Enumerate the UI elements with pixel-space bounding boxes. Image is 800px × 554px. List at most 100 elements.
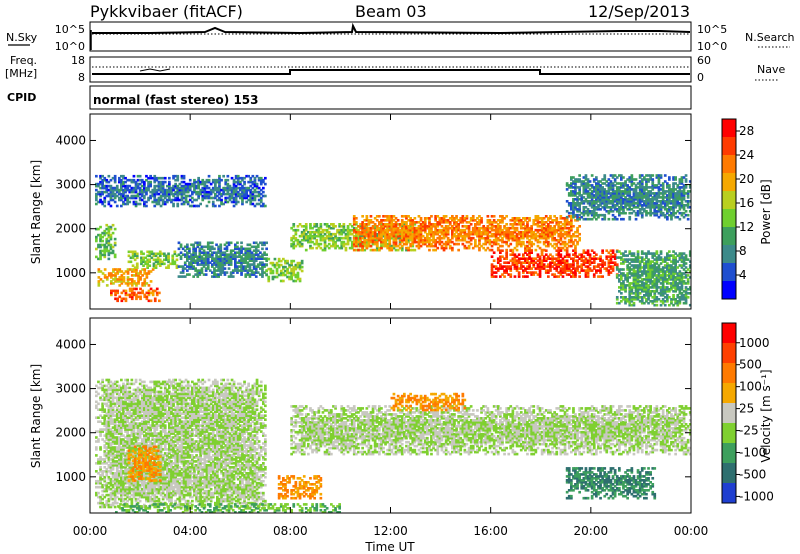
power-cell: [182, 202, 186, 206]
power-cell: [247, 174, 250, 178]
power-cell: [615, 194, 619, 197]
freq-panel: Freq. [MHz] 18 8 60 0 Nave: [5, 54, 785, 84]
power-cell: [444, 225, 448, 228]
power-cell: [488, 219, 492, 222]
power-cell: [634, 274, 638, 277]
power-cell: [586, 275, 590, 278]
power-cell: [609, 192, 613, 195]
power-cell: [122, 182, 125, 186]
power-cell: [203, 180, 207, 184]
power-cell: [168, 188, 171, 192]
power-cell: [348, 228, 352, 232]
power-cell: [511, 230, 515, 234]
power-cell: [532, 259, 536, 262]
power-cell: [186, 188, 190, 192]
power-cell: [363, 223, 367, 226]
power-cell: [151, 293, 155, 297]
power-cell: [595, 217, 598, 221]
power-cell: [244, 275, 248, 278]
power-cell: [434, 244, 437, 248]
power-cell: [214, 182, 217, 186]
power-cell: [536, 217, 540, 220]
power-cell: [499, 234, 502, 238]
power-cell: [645, 252, 648, 255]
power-cell: [396, 226, 400, 230]
power-cell: [254, 267, 258, 270]
power-cell: [208, 247, 212, 251]
power-cell: [241, 186, 244, 190]
power-cell: [572, 253, 575, 256]
power-cell: [590, 210, 594, 213]
power-cell: [570, 176, 573, 179]
power-cell: [444, 232, 448, 236]
power-cell: [492, 242, 496, 246]
power-cell: [201, 196, 205, 200]
power-cell: [570, 184, 573, 187]
power-cell: [359, 234, 362, 238]
power-cell: [576, 208, 579, 211]
power-cell: [509, 259, 513, 262]
power-cell: [559, 267, 563, 270]
power-cell: [640, 208, 644, 211]
power-cell: [528, 253, 531, 256]
power-cell: [139, 291, 142, 295]
power-cell: [605, 190, 609, 193]
power-cell: [226, 190, 230, 194]
power-cell: [636, 196, 640, 199]
power-cell: [561, 265, 565, 268]
power-cell: [649, 194, 652, 197]
power-cell: [592, 178, 596, 181]
power-cell: [95, 194, 98, 198]
power-cell: [286, 261, 289, 265]
power-cell: [544, 232, 548, 236]
power-cell: [567, 230, 571, 234]
power-cell: [120, 196, 123, 200]
power-cell: [107, 241, 111, 245]
power-cell: [586, 182, 590, 185]
power-cell: [469, 242, 473, 246]
power-cell: [198, 253, 202, 256]
power-cell: [411, 226, 415, 230]
power-cell: [655, 262, 659, 265]
power-cell: [154, 266, 158, 269]
power-cell: [143, 194, 146, 198]
power-cell: [259, 200, 263, 204]
power-cell: [588, 255, 592, 258]
power-cell: [499, 228, 502, 232]
power-cell: [400, 248, 404, 252]
power-cell: [199, 188, 202, 192]
power-cell: [655, 284, 659, 287]
power-cell: [647, 286, 650, 289]
power-cell: [205, 178, 209, 182]
power-cell: [618, 206, 621, 209]
power-cell: [643, 262, 646, 265]
power-cell: [626, 190, 629, 193]
power-cell: [252, 255, 256, 258]
power-cell: [259, 255, 262, 258]
power-cell: [626, 258, 629, 261]
power-cell: [567, 253, 571, 256]
power-cell: [503, 261, 506, 264]
power-cell: [259, 251, 262, 254]
power-cell: [586, 208, 590, 211]
power-cell: [261, 267, 264, 270]
power-cell: [601, 186, 604, 189]
power-cell: [191, 196, 194, 200]
power-cell: [284, 273, 287, 277]
power-cell: [352, 217, 356, 220]
power-cell: [595, 265, 598, 268]
power-cell: [622, 252, 625, 255]
freq-label-2: [MHz]: [5, 67, 37, 80]
power-cell: [478, 234, 481, 238]
power-cell: [547, 257, 550, 260]
power-cell: [674, 202, 677, 205]
power-cell: [390, 215, 394, 218]
power-cell: [369, 228, 373, 232]
power-cell: [563, 244, 567, 248]
power-cell: [442, 228, 446, 232]
power-cell: [565, 265, 569, 268]
power-cell: [219, 245, 223, 249]
power-cell: [655, 266, 659, 269]
power-cell: [440, 221, 444, 224]
